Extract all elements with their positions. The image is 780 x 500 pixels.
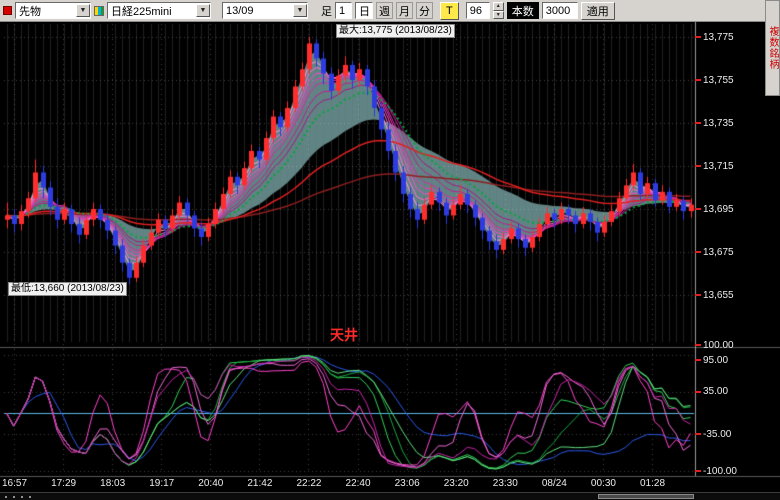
apply-button[interactable]: 適用 [580,1,615,20]
x-axis-label: 00:30 [590,478,616,489]
count-value: 3000 [545,4,571,17]
period-value-box[interactable]: 1 [335,2,352,19]
bars-count-text: 本数 [511,5,534,18]
multi-symbol-panel[interactable]: 複数銘柄 [765,0,780,96]
x-axis-label: 19:17 [149,478,175,489]
scrollbar-handle[interactable] [598,494,694,499]
multi-symbol-label: 複数銘柄 [767,26,778,70]
axis-label-text: 13,755 [703,74,734,86]
scrollbar-marks-icon [5,496,31,498]
axis-label: 13,755 [695,74,734,86]
axis-tick-icon [695,36,701,38]
x-axis-label: 23:20 [443,478,469,489]
axis-label: 13,715 [695,160,734,172]
axis-tick-icon [695,470,701,472]
axis-tick-icon [695,359,701,362]
axis-label-text: 13,675 [703,246,734,258]
dropdown-arrow-icon[interactable]: ▼ [196,4,210,17]
apply-button-label: 適用 [586,5,609,18]
tick-button-label: T [446,4,453,17]
min-price-annotation: 最低:13,660 (2013/08/23) [8,282,127,296]
time-axis: 16:57 17:29 18:03 19:17 20:40 21:42 22:22 22:40… [0,478,694,492]
axis-label: 13,695 [695,203,734,215]
max-price-annotation: 最大:13,775 (2013/08/23) [336,24,455,38]
axis-tick-icon [695,165,701,167]
axis-tick-icon [695,344,701,346]
chart-scrollbar[interactable] [0,492,780,500]
axis-label-text: 13,735 [703,117,734,129]
axis-tick-icon [695,79,701,81]
bars-input[interactable]: 96 [465,2,490,19]
axis-tick-icon [695,208,701,210]
dropdown-arrow-icon[interactable]: ▼ [293,4,307,17]
axis-label: 13,675 [695,246,734,258]
x-axis-label: 22:40 [345,478,371,489]
axis-label: 13,735 [695,117,734,129]
unit-week-label: 週 [379,5,390,18]
tick-button[interactable]: T [440,1,459,20]
axis-label-text: 100.00 [703,339,734,351]
axis-label: -100.00 [695,465,737,477]
axis-label: 13,775 [695,31,734,43]
instrument-value: 日経225mini [111,5,172,18]
x-axis-label: 22:22 [296,478,322,489]
spinner-up-icon[interactable]: ▲ [492,2,504,11]
unit-minute-button[interactable]: 分 [416,2,433,19]
price-axis: 13,775 13,755 13,735 13,715 13,695 13,675 13,6… [695,22,780,500]
axis-label-text: 95.00 [703,354,729,366]
axis-tick-icon [695,294,701,296]
axis-label: 100.00 [695,339,734,351]
x-axis-label: 23:06 [394,478,420,489]
spinner-down-icon[interactable]: ▼ [492,10,504,19]
bars-count-label: 本数 [506,2,539,19]
axis-tick-icon [695,390,701,393]
unit-minute-label: 分 [419,5,430,18]
x-axis-label: 21:42 [247,478,273,489]
futures-icon [3,6,12,15]
x-axis-label: 20:40 [198,478,224,489]
contract-value: 13/09 [226,4,254,17]
axis-label: 95.00 [695,354,728,366]
axis-label: -35.00 [695,428,731,440]
count-input[interactable]: 3000 [541,2,578,19]
contract-select[interactable]: 13/09 ▼ [222,2,308,19]
axis-label-text: -100.00 [703,465,737,477]
toolbar: 先物 ▼ 日経225mini ▼ 13/09 ▼ 足 1 日 週 月 分 T 9… [0,0,780,22]
axis-tick-icon [695,251,701,253]
bars-spinner[interactable]: ▲ ▼ [492,2,504,19]
axis-label-text: -35.00 [703,428,732,440]
unit-week-button[interactable]: 週 [376,2,393,19]
axis-label-text: 35.00 [703,386,729,398]
period-value: 1 [339,4,346,17]
axis-label: 13,655 [695,289,734,301]
unit-month-label: 月 [399,5,410,18]
instrument-select[interactable]: 日経225mini ▼ [107,2,211,19]
x-axis-label: 08/24 [541,478,567,489]
chart-canvas[interactable] [0,22,780,500]
ceiling-label: 天井 [330,327,358,343]
unit-month-button[interactable]: 月 [396,2,413,19]
dropdown-arrow-icon[interactable]: ▼ [76,4,90,17]
x-axis-label: 01:28 [640,478,666,489]
x-axis-label: 18:03 [100,478,126,489]
axis-label-text: 13,655 [703,289,734,301]
period-label: 足 [321,5,332,18]
axis-tick-icon [695,433,701,436]
instrument-type-value: 先物 [19,5,41,18]
unit-day-label: 日 [359,5,370,18]
x-axis-label: 17:29 [51,478,77,489]
x-axis-label: 16:57 [2,478,28,489]
instrument-type-select[interactable]: 先物 ▼ [15,2,91,19]
chart-region: 最大:13,775 (2013/08/23) 最低:13,660 (2013/0… [0,22,780,500]
x-axis-label: 23:30 [492,478,518,489]
axis-label-text: 13,715 [703,160,734,172]
unit-day-button[interactable]: 日 [355,2,373,19]
bars-value: 96 [469,4,482,17]
axis-label-text: 13,695 [703,203,734,215]
axis-label: 35.00 [695,386,728,398]
axis-tick-icon [695,122,701,124]
axis-label-text: 13,775 [703,31,734,43]
instrument-icon [94,5,104,16]
